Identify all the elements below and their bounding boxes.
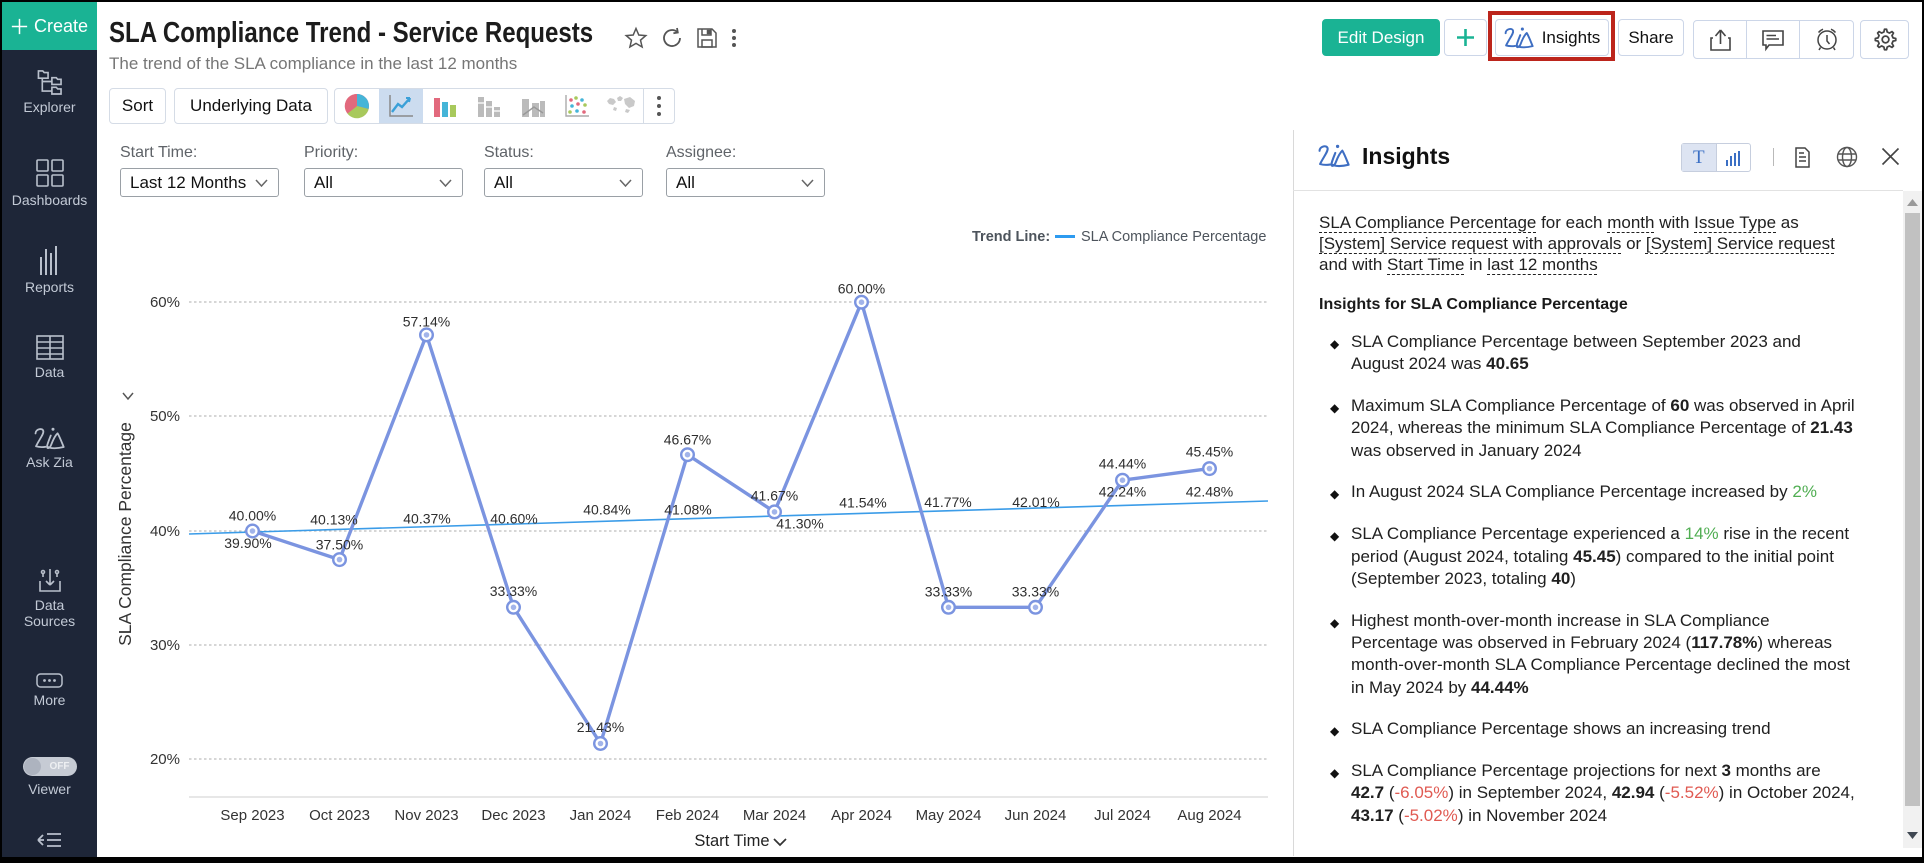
- svg-text:Dec 2023: Dec 2023: [481, 807, 545, 824]
- svg-text:60.00%: 60.00%: [838, 281, 885, 297]
- svg-text:SLA Compliance Percentage: SLA Compliance Percentage: [115, 422, 135, 646]
- svg-text:41.67%: 41.67%: [751, 488, 798, 504]
- svg-text:33.33%: 33.33%: [490, 583, 537, 599]
- svg-text:Apr 2024: Apr 2024: [831, 807, 892, 824]
- svg-text:Jul 2024: Jul 2024: [1094, 807, 1151, 824]
- svg-text:42.01%: 42.01%: [1012, 494, 1059, 510]
- svg-text:Start Time: Start Time: [694, 832, 769, 850]
- svg-text:44.44%: 44.44%: [1099, 456, 1146, 472]
- svg-text:60%: 60%: [150, 294, 180, 311]
- svg-text:37.50%: 37.50%: [316, 537, 363, 553]
- svg-text:21.43%: 21.43%: [577, 719, 624, 735]
- svg-text:41.30%: 41.30%: [776, 516, 823, 532]
- svg-text:Jun 2024: Jun 2024: [1005, 807, 1067, 824]
- svg-text:Aug 2024: Aug 2024: [1177, 807, 1241, 824]
- svg-text:Nov 2023: Nov 2023: [394, 807, 458, 824]
- svg-text:40.60%: 40.60%: [490, 511, 537, 527]
- svg-text:42.24%: 42.24%: [1099, 484, 1146, 500]
- svg-text:20%: 20%: [150, 751, 180, 768]
- svg-text:May 2024: May 2024: [916, 807, 982, 824]
- svg-text:33.33%: 33.33%: [925, 584, 972, 600]
- svg-text:30%: 30%: [150, 637, 180, 654]
- svg-text:Oct 2023: Oct 2023: [309, 807, 370, 824]
- svg-text:39.90%: 39.90%: [224, 535, 271, 551]
- svg-text:41.77%: 41.77%: [924, 494, 971, 510]
- svg-text:40.13%: 40.13%: [310, 512, 357, 528]
- svg-text:Sep 2023: Sep 2023: [220, 807, 284, 824]
- svg-text:42.48%: 42.48%: [1186, 484, 1233, 500]
- svg-text:40.37%: 40.37%: [403, 511, 450, 527]
- svg-text:40.00%: 40.00%: [229, 508, 276, 524]
- svg-text:41.08%: 41.08%: [664, 502, 711, 518]
- svg-text:Jan 2024: Jan 2024: [570, 807, 632, 824]
- svg-text:57.14%: 57.14%: [403, 314, 450, 330]
- svg-text:46.67%: 46.67%: [664, 432, 711, 448]
- svg-text:33.33%: 33.33%: [1012, 584, 1059, 600]
- svg-text:41.54%: 41.54%: [839, 495, 886, 511]
- svg-text:Trend Line:: Trend Line:: [972, 229, 1050, 245]
- svg-text:50%: 50%: [150, 408, 180, 425]
- svg-text:Feb 2024: Feb 2024: [656, 807, 719, 824]
- svg-text:Mar 2024: Mar 2024: [743, 807, 806, 824]
- svg-text:40%: 40%: [150, 523, 180, 540]
- svg-text:SLA Compliance Percentage: SLA Compliance Percentage: [1081, 229, 1266, 245]
- svg-text:45.45%: 45.45%: [1186, 444, 1233, 460]
- svg-text:40.84%: 40.84%: [583, 502, 630, 518]
